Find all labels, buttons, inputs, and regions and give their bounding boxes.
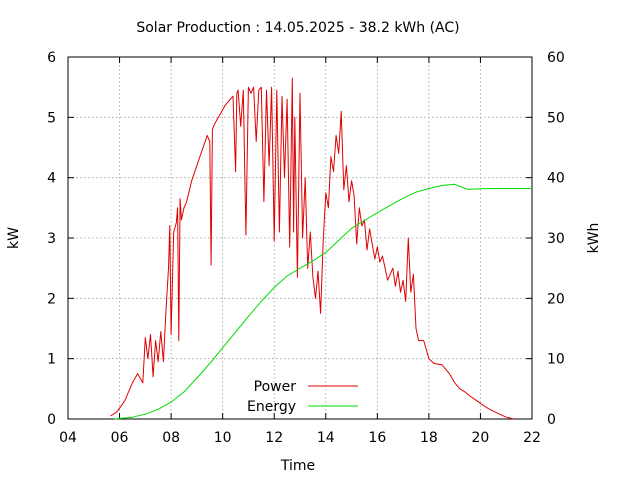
- y-tick-label: 1: [47, 352, 56, 368]
- x-tick-label: 10: [214, 430, 232, 446]
- y-tick-label: 4: [47, 171, 56, 187]
- y2-tick-label: 60: [547, 50, 565, 66]
- y-tick-label: 6: [47, 50, 56, 66]
- x-tick-label: 14: [317, 430, 335, 446]
- y2-tick-label: 20: [547, 291, 565, 307]
- x-tick-label: 20: [472, 430, 490, 446]
- series-line-power: [110, 77, 515, 420]
- chart-title: Solar Production : 14.05.2025 - 38.2 kWh…: [136, 20, 459, 36]
- y-tick-label: 5: [47, 110, 56, 126]
- legend: Power Energy: [247, 379, 358, 415]
- x-tick-label: 06: [111, 430, 129, 446]
- series-group: [110, 77, 532, 420]
- x-tick-label: 08: [162, 430, 180, 446]
- y2-tick-label: 30: [547, 231, 565, 247]
- x-tick-label: 12: [265, 430, 283, 446]
- legend-label-power: Power: [254, 379, 297, 395]
- y-tick-label: 2: [47, 291, 56, 307]
- y2-tick-label: 40: [547, 171, 565, 187]
- series-line-energy: [114, 183, 532, 420]
- y-tick-label: 0: [47, 412, 56, 428]
- y2-tick-label: 50: [547, 110, 565, 126]
- x-tick-label: 16: [368, 430, 386, 446]
- y-tick-label: 3: [47, 231, 56, 247]
- y2-axis-label: kWh: [586, 223, 602, 254]
- y2-tick-label: 10: [547, 352, 565, 368]
- x-tick-label: 22: [523, 430, 541, 446]
- legend-label-energy: Energy: [247, 399, 296, 415]
- y-axis-label: kW: [6, 227, 22, 249]
- y2-tick-label: 0: [547, 412, 556, 428]
- x-tick-label: 04: [59, 430, 77, 446]
- x-tick-label: 18: [420, 430, 438, 446]
- x-axis-label: Time: [280, 458, 315, 474]
